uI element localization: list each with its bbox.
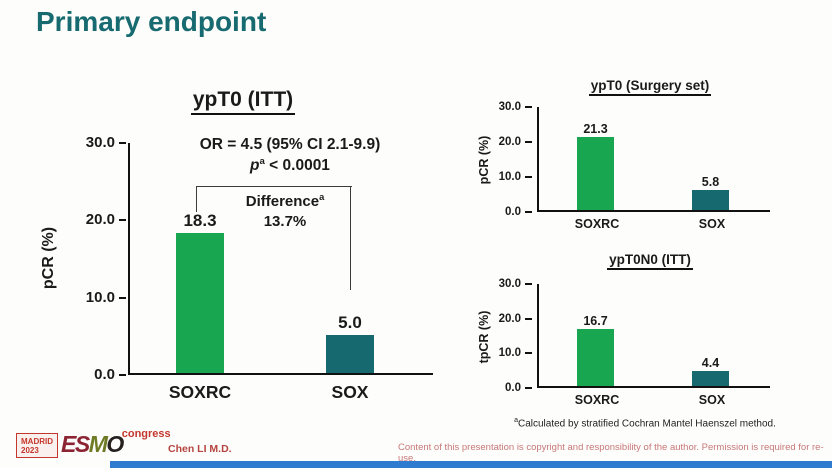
footnote-text: Calculated by stratified Cochran Mantel … [517,418,776,430]
comparison-bracket-top [196,186,352,187]
y-tick: 30.0 [499,100,532,114]
esmo-congress-logo: MADRID 2023 ESMO congress [16,428,172,459]
y-tick: 30.0 [86,134,126,152]
chart-ypt0-itt: ypT0 (ITT) OR = 4.5 (95% CI 2.1-9.9) pa … [30,86,455,426]
bar-soxrc [577,329,614,386]
y-tick: 10.0 [499,170,532,184]
p-symbol: p [250,157,260,175]
bar-slot-soxrc: 21.3 [577,107,614,210]
y-tick: 20.0 [499,312,532,326]
statistics-block: OR = 4.5 (95% CI 2.1-9.9) pa < 0.0001 [130,136,450,175]
copyright-notice: Content of this presentation is copyrigh… [398,442,824,464]
difference-superscript: a [319,192,325,202]
y-axis-line [537,107,539,212]
bar-value-sox: 4.4 [701,356,720,371]
x-label-soxrc: SOXRC [574,217,620,231]
footnote: aCalculated by stratified Cochran Mantel… [430,417,832,429]
y-tick: 0.0 [505,205,532,219]
author-credit: Chen LI M.D. [168,443,232,455]
page-title: Primary endpoint [36,6,267,37]
bar-sox [692,371,729,386]
y-tick: 10.0 [86,289,126,307]
madrid-2023-badge: MADRID 2023 [16,433,58,459]
y-axis-ticks: 30.0 20.0 10.0 0.0 [486,277,532,395]
bar-soxrc [577,136,614,210]
bar-sox [326,334,374,373]
esmo-letter: E [61,431,76,457]
bar-value-soxrc: 16.7 [583,314,608,329]
plot-area: 16.7 4.4 [538,284,770,388]
bar-slot-sox: 5.0 [326,143,374,373]
difference-value: 13.7% [263,213,307,230]
esmo-letter: M [88,431,108,457]
esmo-letter: O [106,431,124,457]
y-tick: 10.0 [499,346,532,360]
y-axis-line [128,143,130,375]
x-label-sox: SOX [331,382,369,402]
x-label-soxrc: SOXRC [168,382,232,402]
bar-value-sox: 5.0 [338,312,362,332]
y-axis-line [537,284,539,388]
bar-slot-sox: 4.4 [692,284,729,386]
bar-value-soxrc: 18.3 [183,210,217,230]
chart-ypt0n0-itt: ypT0N0 (ITT) tpCR (%) 30.0 20.0 10.0 0.0… [470,250,800,422]
y-axis-ticks: 30.0 20.0 10.0 0.0 [486,100,532,219]
bar-slot-soxrc: 18.3 [176,143,224,373]
x-label-sox: SOX [698,217,726,231]
bottom-accent-bar [110,461,832,468]
chart-title-text: ypT0N0 (ITT) [607,252,693,270]
bar-value-soxrc: 21.3 [583,121,608,136]
y-tick: 0.0 [94,366,126,384]
p-superscript: a [259,156,265,167]
comparison-bracket-left [196,186,197,212]
congress-label: congress [121,428,171,440]
y-axis-ticks: 30.0 20.0 10.0 0.0 [60,134,126,384]
p-value-text: pa < 0.0001 [130,156,450,175]
difference-label: Differencea [220,192,350,210]
bar-value-sox: 5.8 [701,175,720,190]
badge-year: 2023 [21,446,39,456]
chart-title: ypT0N0 (ITT) [540,252,760,270]
y-tick: 20.0 [86,211,126,229]
difference-text: Difference [245,193,320,210]
badge-city: MADRID [21,437,53,446]
p-value: < 0.0001 [264,157,330,175]
bar-soxrc [176,232,224,373]
x-label-sox: SOX [698,393,726,407]
y-axis-label: pCR (%) [40,226,57,290]
x-label-soxrc: SOXRC [574,393,620,407]
chart-title: ypT0 (Surgery set) [540,78,760,96]
plot-area: 21.3 5.8 [538,107,770,212]
comparison-bracket-right [350,186,351,290]
chart-title: ypT0 (ITT) [128,88,358,115]
bar-slot-sox: 5.8 [692,107,729,210]
esmo-wordmark: ESMO [61,429,124,459]
y-tick: 20.0 [499,135,532,149]
chart-title-text: ypT0 (Surgery set) [588,78,712,96]
difference-annotation: Differencea 13.7% [220,192,350,230]
y-tick: 0.0 [505,381,532,395]
esmo-letter: S [74,431,90,457]
bar-sox [692,190,729,210]
plot-area: 18.3 5.0 [130,143,433,375]
chart-title-text: ypT0 (ITT) [190,88,296,115]
footnote-superscript: a [514,417,518,424]
chart-ypt0-surgery-set: ypT0 (Surgery set) pCR (%) 30.0 20.0 10.… [470,76,800,248]
bar-slot-soxrc: 16.7 [577,284,614,386]
odds-ratio-text: OR = 4.5 (95% CI 2.1-9.9) [199,136,381,153]
y-tick: 30.0 [499,277,532,291]
